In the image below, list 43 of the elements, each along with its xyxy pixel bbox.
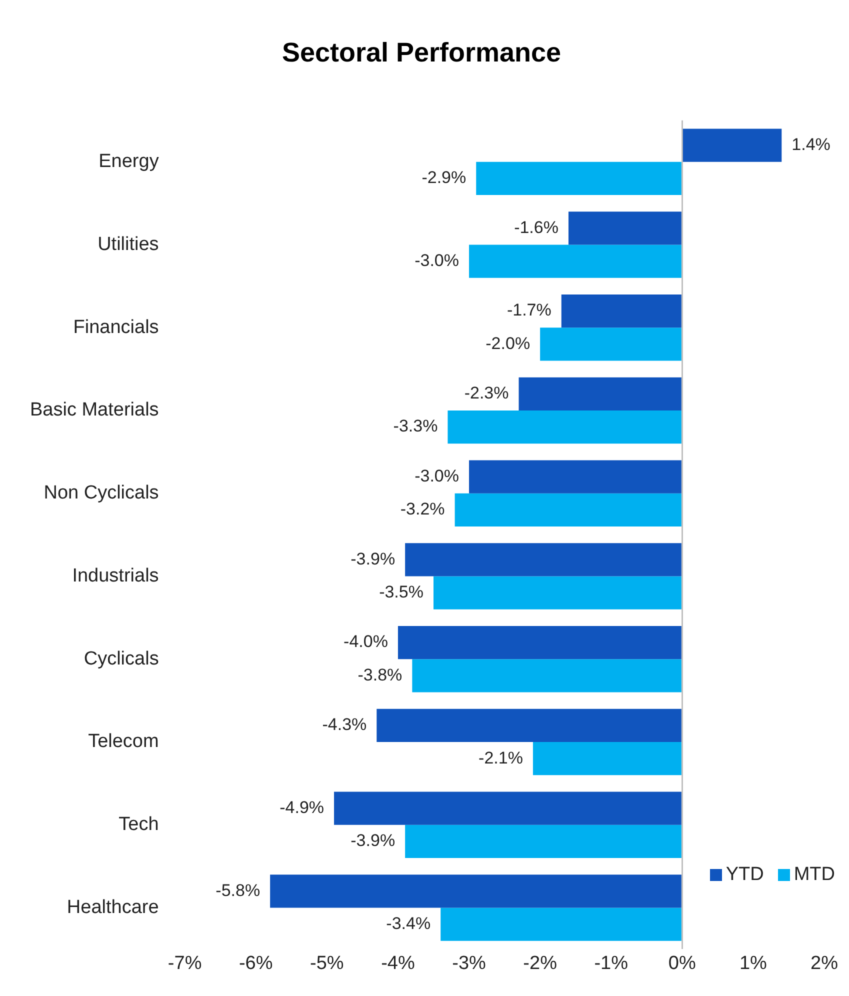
x-tick-label: -4% bbox=[381, 952, 415, 974]
y-tick-label: Healthcare bbox=[66, 896, 159, 918]
x-tick-label: -1% bbox=[594, 952, 628, 974]
data-label: -5.8% bbox=[216, 880, 260, 900]
y-tick-label: Tech bbox=[118, 814, 159, 836]
y-tick-label: Cyclicals bbox=[84, 648, 159, 670]
data-label: -4.3% bbox=[322, 715, 367, 734]
y-tick-label: Industrials bbox=[72, 565, 159, 586]
legend-label: YTD bbox=[726, 864, 764, 886]
data-label: -3.3% bbox=[393, 416, 438, 436]
data-label: -2.0% bbox=[486, 334, 530, 353]
x-tick-label: -7% bbox=[168, 952, 202, 974]
data-label: -4.9% bbox=[280, 798, 324, 817]
data-label: -3.4% bbox=[386, 914, 431, 934]
data-label: -2.1% bbox=[478, 748, 523, 768]
x-tick-label: 0% bbox=[668, 952, 696, 974]
y-tick-label: Financials bbox=[73, 316, 159, 338]
data-label: -3.0% bbox=[414, 466, 460, 486]
data-label: -2.9% bbox=[422, 168, 466, 188]
y-tick-label: Energy bbox=[98, 151, 160, 172]
data-label: -3.9% bbox=[350, 831, 396, 850]
legend-label: MTD bbox=[794, 864, 835, 886]
data-label: -3.2% bbox=[400, 500, 445, 519]
x-tick-label: -2% bbox=[523, 952, 558, 974]
x-tick-label: -3% bbox=[452, 952, 486, 974]
y-tick-label: Utilities bbox=[98, 234, 159, 255]
x-tick-label: -5% bbox=[310, 952, 344, 974]
data-label: -3.0% bbox=[414, 250, 460, 270]
x-tick-label: -6% bbox=[238, 952, 273, 974]
data-label: -1.7% bbox=[506, 300, 552, 320]
chart-title: Sectoral Performance bbox=[282, 38, 562, 68]
x-tick-label: 2% bbox=[810, 952, 838, 974]
data-label: 1.4% bbox=[792, 134, 830, 154]
y-tick-label: Telecom bbox=[88, 731, 159, 752]
data-label: -2.3% bbox=[464, 384, 509, 403]
data-label: -3.8% bbox=[358, 665, 402, 684]
data-label: -3.9% bbox=[350, 549, 396, 568]
y-tick-label: Non Cyclicals bbox=[44, 482, 159, 504]
x-tick-label: 1% bbox=[739, 952, 768, 974]
data-label: -1.6% bbox=[514, 218, 558, 237]
y-tick-label: Basic Materials bbox=[30, 400, 159, 421]
data-label: -4.0% bbox=[344, 632, 388, 652]
data-label: -3.5% bbox=[379, 582, 424, 602]
